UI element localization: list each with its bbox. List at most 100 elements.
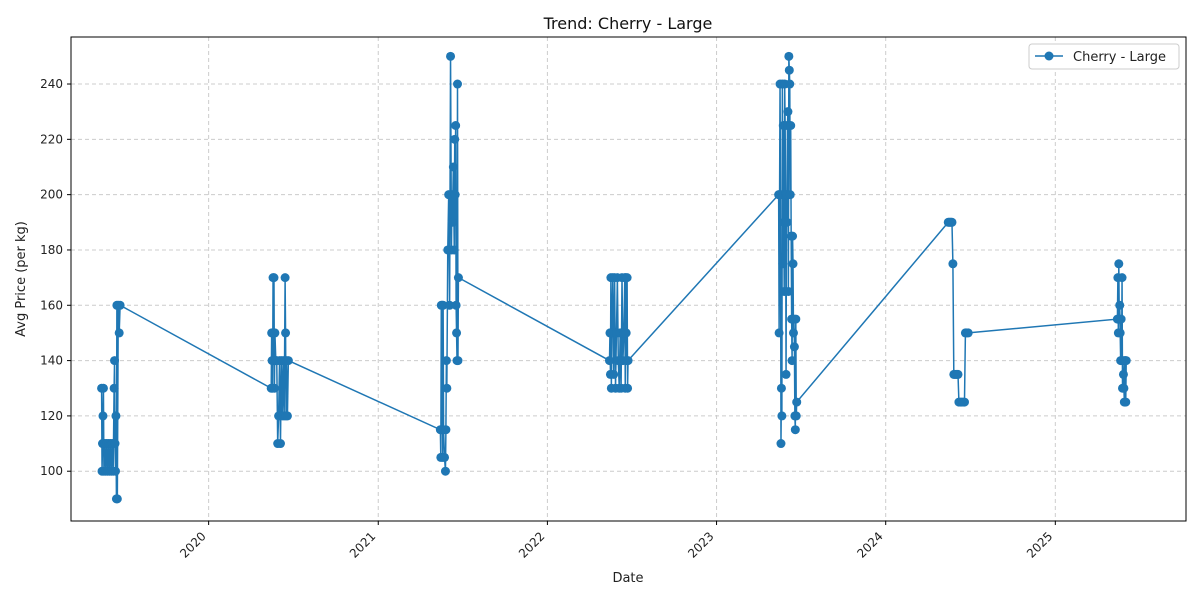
- data-point: [791, 411, 801, 421]
- series-layer: [97, 51, 1131, 504]
- legend-label: Cherry - Large: [1073, 50, 1166, 65]
- data-point: [784, 51, 794, 61]
- data-point: [441, 356, 451, 366]
- data-point: [1114, 259, 1124, 269]
- data-point: [1117, 273, 1127, 283]
- data-point: [110, 439, 120, 449]
- data-point: [453, 79, 462, 89]
- data-point: [442, 383, 452, 393]
- data-point: [448, 162, 458, 172]
- data-point: [446, 51, 456, 61]
- data-point: [449, 245, 459, 255]
- data-point: [98, 383, 108, 393]
- data-point: [792, 397, 802, 407]
- data-point: [275, 439, 285, 449]
- data-point: [778, 259, 788, 269]
- data-point: [98, 411, 108, 421]
- data-point: [452, 328, 462, 338]
- data-point: [783, 107, 793, 117]
- y-tick-label: 160: [40, 298, 63, 312]
- y-tick-label: 100: [40, 464, 63, 478]
- data-point: [1115, 328, 1125, 338]
- data-point: [785, 79, 795, 89]
- data-point: [787, 356, 797, 366]
- data-point: [788, 259, 798, 269]
- y-axis-label: Avg Price (per kg): [14, 221, 29, 337]
- y-tick-label: 180: [40, 243, 63, 257]
- x-axis-label: Date: [612, 571, 643, 586]
- data-point: [790, 425, 800, 435]
- data-point: [1119, 383, 1129, 393]
- data-point: [786, 121, 796, 130]
- data-point: [115, 300, 125, 310]
- data-point: [623, 383, 633, 393]
- data-point: [453, 356, 463, 366]
- data-point: [776, 383, 786, 393]
- data-point: [109, 383, 119, 393]
- data-point: [609, 369, 619, 379]
- data-point: [788, 231, 798, 241]
- legend-box: [1028, 43, 1180, 70]
- data-point: [963, 328, 973, 338]
- data-point: [1116, 314, 1126, 324]
- data-point: [281, 328, 291, 338]
- data-point: [788, 328, 798, 338]
- legend-marker: [1044, 51, 1054, 61]
- data-point: [791, 314, 801, 324]
- data-point: [114, 328, 124, 338]
- grid: [71, 37, 1186, 521]
- data-point: [623, 356, 633, 366]
- data-point: [282, 411, 292, 421]
- data-point: [438, 300, 448, 310]
- data-point: [774, 328, 784, 338]
- plot-frame: [70, 36, 1187, 522]
- data-point: [270, 328, 280, 338]
- data-point: [947, 217, 957, 227]
- data-point: [450, 190, 460, 200]
- data-point: [440, 452, 450, 462]
- y-tick-label: 200: [40, 188, 63, 202]
- data-point: [445, 300, 455, 310]
- data-point: [451, 121, 461, 130]
- data-point: [782, 217, 792, 227]
- data-point: [776, 439, 786, 449]
- data-point: [112, 494, 122, 504]
- data-point: [785, 190, 795, 200]
- data-point: [1115, 300, 1125, 310]
- y-tick-label: 240: [40, 77, 63, 91]
- data-point: [783, 286, 793, 296]
- data-point: [605, 356, 614, 366]
- data-point: [1121, 356, 1131, 366]
- y-tick-label: 120: [40, 409, 63, 423]
- data-point: [111, 411, 121, 421]
- data-point: [959, 397, 969, 407]
- data-point: [1121, 397, 1131, 407]
- data-point: [784, 65, 794, 75]
- data-point: [777, 411, 787, 421]
- data-point: [1118, 369, 1128, 379]
- data-point: [781, 369, 791, 379]
- data-point: [622, 273, 632, 283]
- data-point: [283, 356, 293, 366]
- data-point: [789, 342, 799, 352]
- data-point: [450, 134, 460, 144]
- data-point: [110, 356, 120, 366]
- data-point: [441, 425, 451, 435]
- data-point: [453, 273, 463, 283]
- data-point: [280, 273, 290, 283]
- legend: Cherry - Large: [1028, 43, 1180, 70]
- data-point: [953, 369, 963, 379]
- data-point: [269, 383, 279, 393]
- data-point: [451, 300, 461, 310]
- y-tick-label: 140: [40, 354, 63, 368]
- y-tick-label: 220: [40, 132, 63, 146]
- data-point: [447, 217, 457, 227]
- data-point: [269, 273, 279, 283]
- data-point: [948, 259, 958, 269]
- data-point: [110, 466, 120, 476]
- data-point: [621, 328, 631, 338]
- chart-title: Trend: Cherry - Large: [543, 14, 713, 33]
- data-point: [440, 466, 450, 476]
